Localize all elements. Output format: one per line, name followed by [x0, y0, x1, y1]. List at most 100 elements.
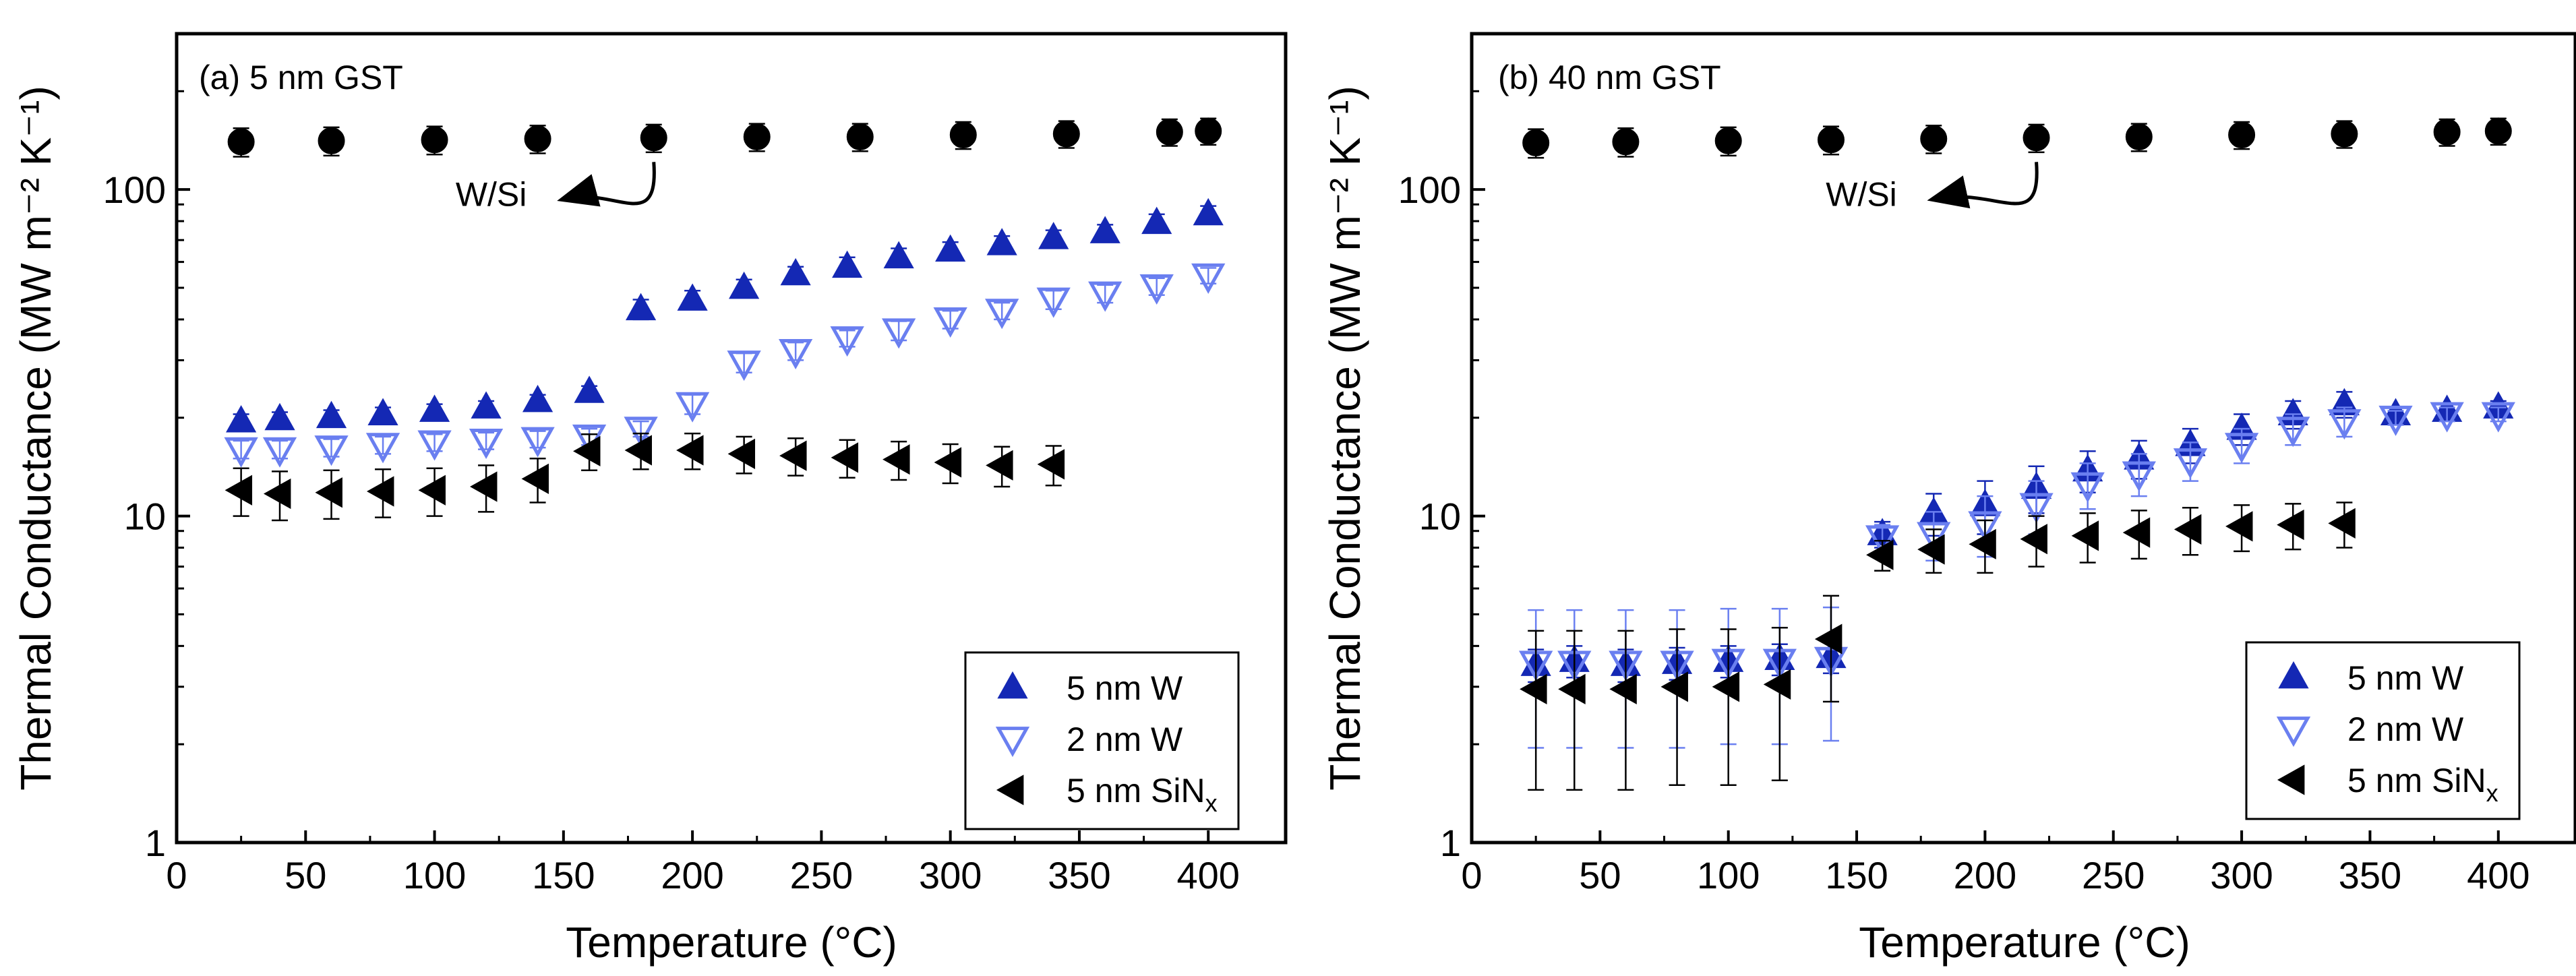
data-point — [262, 437, 297, 468]
data-point — [318, 127, 345, 154]
data-point — [2484, 117, 2512, 145]
x-axis-label: Temperature (°C) — [1859, 918, 2190, 967]
panel-label: (a) 5 nm GST — [199, 59, 403, 96]
y-tick-label: 10 — [1419, 495, 1461, 538]
data-point — [883, 241, 914, 269]
data-point — [1817, 126, 1845, 154]
series-5-nm-sinx — [1520, 501, 2356, 791]
data-point — [986, 450, 1013, 481]
panel-a: 0 50 100 150 200 250 300 350 400 1 10 100 (a) 5 nm … — [11, 32, 1288, 967]
data-point — [2122, 517, 2151, 548]
data-point — [522, 384, 553, 413]
data-point — [1920, 125, 1948, 152]
data-point — [573, 435, 601, 466]
data-point — [2020, 524, 2047, 555]
data-point — [2019, 493, 2054, 524]
data-point — [1052, 120, 1080, 148]
data-point — [779, 440, 807, 471]
data-point — [985, 299, 1019, 330]
data-point — [882, 444, 910, 475]
panel-b: 0 50 100 150 200 250 300 350 400 1 10 100 (b) 40 nm… — [1321, 32, 2576, 967]
data-point — [1660, 671, 1688, 702]
series-w/si — [227, 117, 1222, 158]
legend-label: 5 nm SiNx — [1067, 772, 1218, 817]
data-point — [1156, 118, 1183, 146]
wsi-arrow — [1927, 162, 2039, 209]
y-tick-label: 1 — [1440, 822, 1461, 864]
x-axis-label: Temperature (°C) — [566, 918, 897, 967]
data-point — [830, 326, 864, 357]
y-tick-label: 1 — [145, 822, 166, 864]
legend-item: 5 nm W — [997, 669, 1183, 707]
data-point — [1865, 525, 1900, 556]
data-point — [264, 402, 295, 431]
data-point — [2023, 124, 2050, 152]
legend: 5 nm W 2 nm W 5 nm SiNx — [964, 651, 1240, 830]
data-point — [1712, 671, 1740, 702]
legend-item: 2 nm W — [2276, 710, 2464, 748]
data-point — [1866, 539, 1894, 570]
data-point — [2430, 402, 2464, 433]
data-point — [421, 126, 448, 154]
data-point — [624, 435, 653, 466]
x-tick-label: 300 — [2210, 854, 2273, 896]
data-point — [419, 394, 450, 422]
data-point — [2277, 509, 2304, 541]
x-tick-label: 200 — [661, 854, 723, 896]
legend-item: 5 nm W — [2278, 659, 2464, 697]
legend: 5 nm W 2 nm W 5 nm SiNx — [2245, 641, 2521, 820]
data-point — [2378, 405, 2413, 436]
data-point — [727, 350, 761, 382]
data-point — [471, 391, 502, 419]
y-tick-label: 10 — [124, 495, 166, 538]
data-point — [470, 471, 498, 502]
x-tick-label: 50 — [284, 854, 326, 896]
series-5-nm-w — [1520, 388, 2514, 683]
data-point — [1038, 222, 1069, 249]
data-point — [524, 125, 551, 152]
data-point — [2225, 511, 2253, 542]
data-point — [729, 271, 760, 299]
legend-label: 2 nm W — [1067, 721, 1183, 758]
data-point — [986, 228, 1017, 255]
data-point — [2122, 461, 2156, 492]
wsi-arrow — [557, 162, 656, 207]
data-point — [2224, 433, 2259, 464]
x-tick-label: 350 — [1048, 854, 1110, 896]
data-point — [2331, 120, 2358, 148]
data-point — [677, 283, 708, 311]
legend-marker — [2276, 716, 2311, 748]
data-point — [640, 124, 667, 152]
data-point — [366, 476, 394, 507]
plot-area-frame — [1470, 32, 2576, 845]
x-tick-label: 0 — [1461, 854, 1482, 896]
data-point — [1088, 281, 1122, 312]
data-point — [520, 427, 555, 458]
legend-item: 5 nm SiNx — [2277, 762, 2498, 807]
data-point — [1193, 197, 1224, 226]
data-point — [727, 438, 756, 469]
data-point — [315, 477, 342, 508]
x-tick-label: 250 — [790, 854, 853, 896]
legend-label: 5 nm W — [2347, 659, 2464, 697]
data-point — [676, 435, 704, 466]
data-point — [1191, 263, 1226, 294]
x-tick-label: 0 — [166, 854, 187, 896]
y-axis-label: Thermal Conductance (MW m⁻² K⁻¹) — [1321, 86, 1369, 791]
data-point — [2276, 417, 2310, 448]
x-tick-label: 300 — [919, 854, 982, 896]
data-point — [2070, 472, 2105, 503]
x-tick-label: 350 — [2339, 854, 2401, 896]
y-axis-label: Thermal Conductance (MW m⁻² K⁻¹) — [11, 86, 60, 791]
x-tick-label: 150 — [1825, 854, 1888, 896]
wsi-annotation: W/Si — [1826, 175, 1897, 213]
data-point — [743, 123, 771, 150]
data-point — [2327, 409, 2362, 440]
data-point — [1714, 127, 1742, 154]
data-point — [1609, 673, 1637, 705]
data-point — [224, 475, 253, 506]
data-point — [1195, 117, 1222, 145]
data-point — [624, 417, 658, 448]
data-point — [1558, 673, 1586, 705]
data-point — [521, 463, 549, 494]
